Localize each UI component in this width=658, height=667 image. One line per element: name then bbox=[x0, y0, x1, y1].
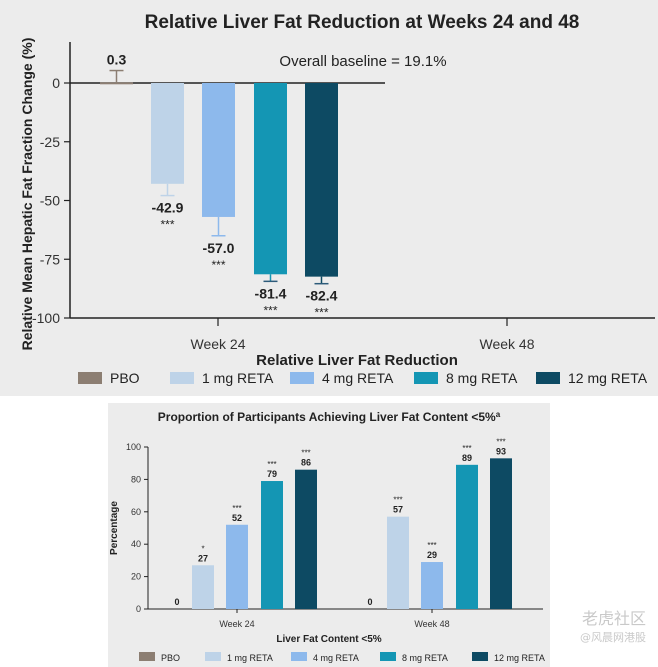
y-tick-label: -75 bbox=[40, 251, 60, 267]
legend-label: 4 mg RETA bbox=[313, 653, 359, 663]
significance-label: *** bbox=[301, 449, 310, 458]
legend-swatch bbox=[139, 652, 155, 661]
legend-label: 12 mg RETA bbox=[568, 370, 648, 386]
data-label: -81.4 bbox=[255, 285, 287, 301]
legend-swatch bbox=[536, 372, 560, 384]
y-tick-label: 0 bbox=[52, 75, 60, 91]
legend-swatch bbox=[290, 372, 314, 384]
bar bbox=[387, 516, 409, 609]
legend-swatch bbox=[170, 372, 194, 384]
watermark: 老虎社区 @风晨网港股 bbox=[580, 605, 646, 645]
bar bbox=[305, 83, 338, 277]
bar bbox=[100, 82, 133, 85]
y-tick-label: -100 bbox=[32, 310, 60, 326]
x-tick-label: Week 48 bbox=[480, 336, 535, 352]
legend-label: PBO bbox=[161, 653, 180, 663]
data-label: 86 bbox=[301, 458, 311, 468]
significance-label: *** bbox=[393, 496, 402, 505]
data-label: 52 bbox=[232, 513, 242, 523]
legend-label: 1 mg RETA bbox=[227, 653, 273, 663]
data-label: -82.4 bbox=[306, 288, 338, 304]
legend-swatch bbox=[414, 372, 438, 384]
bar bbox=[151, 83, 184, 184]
chart-liver-fat-reduction: Relative Liver Fat Reduction at Weeks 24… bbox=[19, 12, 655, 386]
y-axis-label: Relative Mean Hepatic Fat Fraction Chang… bbox=[19, 38, 35, 351]
annotation-baseline: Overall baseline = 19.1% bbox=[279, 53, 446, 70]
legend-label: 1 mg RETA bbox=[202, 370, 274, 386]
significance-label: *** bbox=[267, 460, 276, 469]
data-label: 29 bbox=[427, 550, 437, 560]
y-axis-label: Percentage bbox=[109, 501, 120, 555]
x-tick-label: Week 24 bbox=[219, 619, 254, 629]
x-tick-label: Week 24 bbox=[191, 336, 246, 352]
data-label: 89 bbox=[462, 453, 472, 463]
y-tick-label: 0 bbox=[136, 604, 141, 614]
legend-swatch bbox=[472, 652, 488, 661]
legend-swatch bbox=[380, 652, 396, 661]
data-label: -42.9 bbox=[152, 200, 184, 216]
data-label: 79 bbox=[267, 469, 277, 479]
bar bbox=[261, 481, 283, 609]
y-tick-label: 20 bbox=[131, 572, 141, 582]
bar bbox=[226, 524, 248, 609]
data-label: -57.0 bbox=[203, 240, 235, 256]
x-axis-label: Liver Fat Content <5% bbox=[276, 634, 381, 645]
chart-title: Proportion of Participants Achieving Liv… bbox=[158, 410, 501, 424]
y-tick-label: 100 bbox=[126, 442, 141, 452]
data-label: 93 bbox=[496, 446, 506, 456]
y-tick-label: 40 bbox=[131, 539, 141, 549]
significance-label: * bbox=[201, 544, 204, 553]
watermark-line2: @风晨网港股 bbox=[580, 631, 646, 644]
bar bbox=[456, 464, 478, 609]
chart-panel-liver-fat-under-5pct: Proportion of Participants Achieving Liv… bbox=[108, 403, 550, 667]
y-tick-label: 80 bbox=[131, 474, 141, 484]
legend-swatch bbox=[78, 372, 102, 384]
significance-label: *** bbox=[263, 303, 277, 317]
x-tick-label: Week 48 bbox=[414, 619, 449, 629]
legend-label: 12 mg RETA bbox=[494, 653, 545, 663]
data-label: 27 bbox=[198, 553, 208, 563]
significance-label: *** bbox=[232, 504, 241, 513]
title-superscript: a bbox=[496, 410, 501, 419]
data-label: 57 bbox=[393, 505, 403, 515]
bar bbox=[192, 565, 214, 609]
legend-swatch bbox=[205, 652, 221, 661]
chart-title: Relative Liver Fat Reduction at Weeks 24… bbox=[145, 12, 580, 33]
chart-panel-liver-fat-reduction: Relative Liver Fat Reduction at Weeks 24… bbox=[0, 0, 658, 396]
legend-label: 8 mg RETA bbox=[402, 653, 448, 663]
legend-label: 8 mg RETA bbox=[446, 370, 518, 386]
significance-label: *** bbox=[462, 444, 471, 453]
x-axis-label: Relative Liver Fat Reduction bbox=[256, 352, 458, 369]
significance-label: *** bbox=[211, 258, 225, 272]
data-label: 0.3 bbox=[107, 52, 127, 68]
bar bbox=[490, 458, 512, 609]
legend-label: 4 mg RETA bbox=[322, 370, 394, 386]
y-tick-label: -50 bbox=[40, 193, 60, 209]
significance-label: *** bbox=[427, 541, 436, 550]
legend-swatch bbox=[291, 652, 307, 661]
significance-label: *** bbox=[496, 437, 505, 446]
chart-liver-fat-under-5pct: Proportion of Participants Achieving Liv… bbox=[109, 410, 545, 663]
bar bbox=[254, 83, 287, 275]
significance-label: *** bbox=[314, 306, 328, 320]
bar bbox=[421, 562, 443, 609]
data-label: 0 bbox=[367, 597, 372, 607]
watermark-line1: 老虎社区 bbox=[581, 609, 646, 628]
data-label: 0 bbox=[174, 597, 179, 607]
bar bbox=[295, 469, 317, 609]
y-tick-label: -25 bbox=[40, 134, 60, 150]
legend-label: PBO bbox=[110, 370, 140, 386]
bar bbox=[202, 83, 235, 217]
y-tick-label: 60 bbox=[131, 507, 141, 517]
significance-label: *** bbox=[160, 218, 174, 232]
